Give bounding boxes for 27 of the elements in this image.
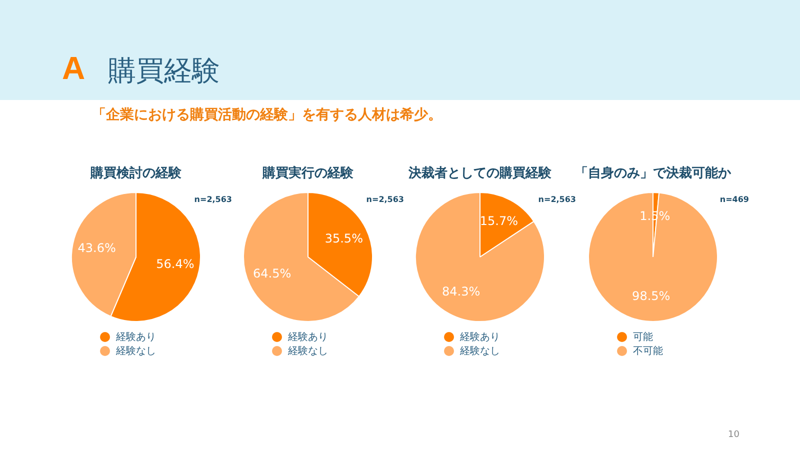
data-label: 15.7% [480, 214, 518, 228]
legend-label: 経験なし [288, 345, 328, 358]
legend-label: 経験あり [116, 331, 156, 344]
data-label: 35.5% [324, 232, 363, 246]
data-label: 84.3% [442, 284, 480, 298]
text: n=469 [720, 195, 749, 204]
data-label: 43.6% [78, 241, 116, 256]
legend-label: 経験なし [116, 345, 156, 358]
text: n=2,563 [194, 195, 232, 204]
legend-label: 経験あり [288, 331, 328, 344]
chart-title: 購買実行の経験 [262, 166, 354, 181]
chart-title: 決裁者としての購買経験 [408, 166, 552, 181]
text: 購買経験 [108, 53, 220, 89]
chart-title: 「自身のみ」で決裁可能か [575, 166, 731, 181]
text: n=2,563 [366, 195, 404, 204]
text: 10 [728, 430, 740, 440]
legend-label: 経験なし [460, 345, 500, 358]
legend-label: 可能 [633, 330, 653, 344]
data-label: 56.4% [156, 257, 194, 272]
legend-label: 経験あり [460, 331, 500, 344]
data-label: 98.5% [632, 289, 670, 304]
text: A [62, 50, 86, 87]
text: 「企業における購買活動の経験」を有する人材は希少。 [92, 106, 442, 124]
chart-title: 購買検討の経験 [89, 165, 182, 182]
data-label: 64.5% [253, 266, 292, 281]
text: n=2,563 [538, 195, 576, 204]
legend-label: 不可能 [633, 344, 663, 358]
